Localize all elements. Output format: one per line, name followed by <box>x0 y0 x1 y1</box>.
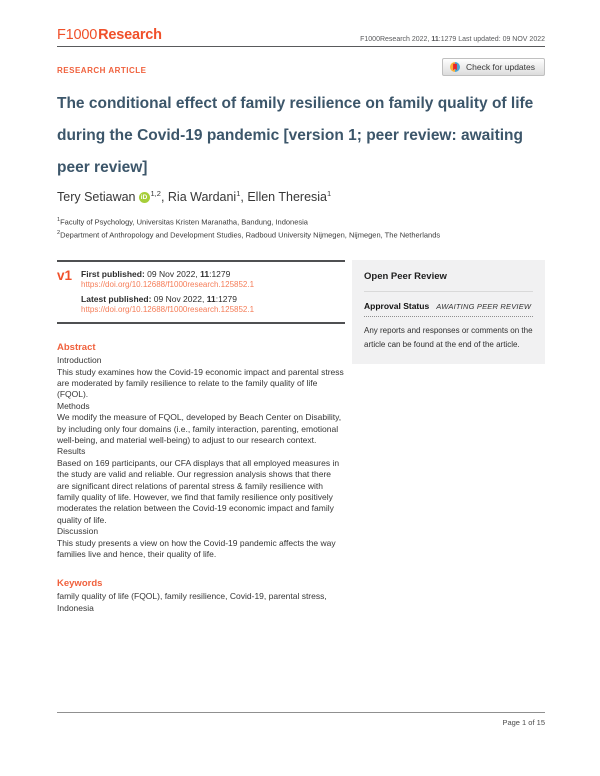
author-name: , Ellen Theresia <box>240 190 328 205</box>
first-published-issue: :1279 <box>209 269 231 280</box>
abstract-section-title: Results <box>57 446 86 457</box>
approval-status-row: Approval Status AWAITING PEER REVIEW <box>364 292 533 318</box>
affiliation-line: 2Department of Anthropology and Developm… <box>57 228 545 241</box>
affiliation-list: 1Faculty of Psychology, Universitas Kris… <box>57 215 545 241</box>
author-affiliation-sup: 1 <box>327 189 332 198</box>
publication-rows: First published: 09 Nov 2022, 11:1279 ht… <box>81 269 254 314</box>
check-for-updates-button[interactable]: Check for updates <box>442 58 545 76</box>
version-badge: v1 <box>57 268 73 284</box>
doi-link[interactable]: https://doi.org/10.12688/f1000research.1… <box>81 280 255 290</box>
page-footer: Page 1 of 15 <box>57 712 545 727</box>
latest-published-label: Latest published: <box>81 294 152 305</box>
abstract-paragraph: This study examines how the Covid-19 eco… <box>57 366 344 400</box>
doi-link[interactable]: https://doi.org/10.12688/f1000research.1… <box>81 305 255 315</box>
author-name: , Ria Wardani <box>160 190 237 205</box>
publication-history-box: v1 First published: 09 Nov 2022, 11:1279… <box>57 260 345 325</box>
latest-published-volume: 11 <box>206 294 216 305</box>
abstract-section-title: Methods <box>57 400 90 411</box>
affiliation-text: Department of Anthropology and Developme… <box>60 230 441 240</box>
abstract-paragraph: We modify the measure of FQOL, developed… <box>57 412 342 445</box>
open-peer-review-box: Open Peer Review Approval Status AWAITIN… <box>352 260 545 365</box>
orcid-icon[interactable]: iD <box>138 192 150 204</box>
author-name: Tery Setiawan <box>57 190 136 205</box>
latest-published-line: Latest published: 09 Nov 2022, 11:1279 <box>81 294 254 304</box>
citation-prefix: F1000Research 2022, <box>360 36 432 43</box>
keywords-text: family quality of life (FQOL), family re… <box>57 591 327 613</box>
citation-volume: 11 <box>431 36 439 43</box>
logo-f1000-text: F1000 <box>57 27 98 43</box>
peer-review-note: Any reports and responses or comments on… <box>364 326 533 349</box>
abstract-section-title: Discussion <box>57 526 99 537</box>
first-published-date: 09 Nov 2022, <box>144 269 201 280</box>
citation-suffix: :1279 Last updated: 09 NOV 2022 <box>438 36 545 43</box>
first-published-line: First published: 09 Nov 2022, 11:1279 <box>81 269 254 279</box>
article-title: The conditional effect of family resilie… <box>57 95 534 176</box>
approval-status-value: AWAITING PEER REVIEW <box>436 302 532 312</box>
abstract-heading: Abstract <box>57 342 96 354</box>
f1000research-logo[interactable]: F1000Research <box>57 28 162 43</box>
abstract-paragraph: Based on 169 participants, our CFA displ… <box>57 457 340 525</box>
author-list: Tery Setiawan iD 1,2, Ria Wardani1, Ellen … <box>57 189 545 204</box>
keywords-heading: Keywords <box>57 578 103 590</box>
affiliation-text: Faculty of Psychology, Universitas Krist… <box>60 217 308 227</box>
first-published-volume: 11 <box>200 269 210 280</box>
article-type-row: RESEARCH ARTICLE Check for updates <box>57 58 545 76</box>
open-peer-review-title: Open Peer Review <box>364 271 533 293</box>
author-affiliation-sup: 1,2 <box>150 189 161 198</box>
main-column: v1 First published: 09 Nov 2022, 11:1279… <box>57 260 345 614</box>
abstract-paragraph: This study presents a view on how the Co… <box>57 537 336 560</box>
latest-published-date: 09 Nov 2022, <box>151 294 207 305</box>
page-number: Page 1 of 15 <box>502 718 545 727</box>
author-affiliation-sup: 1 <box>236 189 241 198</box>
abstract-section-title: Introduction <box>57 355 102 366</box>
affiliation-sup: 1 <box>57 217 61 224</box>
affiliation-sup: 2 <box>57 230 61 237</box>
first-published-label: First published: <box>81 269 145 280</box>
journal-citation: F1000Research 2022, 11:1279 Last updated… <box>360 36 545 43</box>
affiliation-line: 1Faculty of Psychology, Universitas Kris… <box>57 215 545 228</box>
content-columns: v1 First published: 09 Nov 2022, 11:1279… <box>57 260 545 614</box>
article-type-label: RESEARCH ARTICLE <box>57 66 147 75</box>
side-column: Open Peer Review Approval Status AWAITIN… <box>352 260 545 365</box>
check-for-updates-label: Check for updates <box>466 62 535 72</box>
logo-research-text: Research <box>98 27 162 43</box>
approval-status-label: Approval Status <box>364 301 430 312</box>
crossmark-icon <box>449 61 461 73</box>
publication-row: First published: 09 Nov 2022, 11:1279 ht… <box>81 269 254 289</box>
page-header: F1000Research F1000Research 2022, 11:127… <box>57 0 545 47</box>
publication-row: Latest published: 09 Nov 2022, 11:1279 h… <box>81 294 254 314</box>
latest-published-issue: :1279 <box>215 294 237 305</box>
